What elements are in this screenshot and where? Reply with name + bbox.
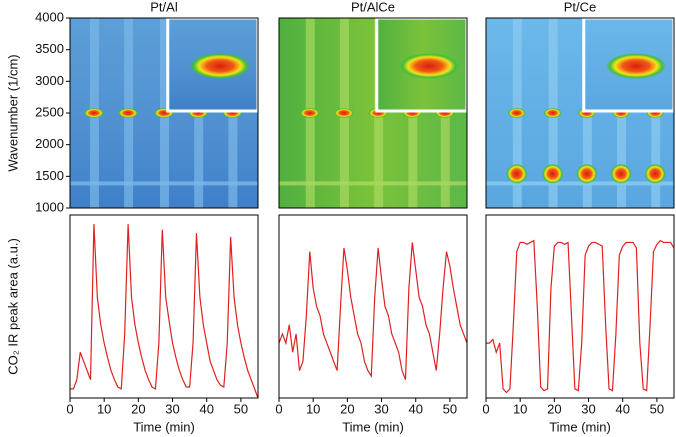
heatmap-peak bbox=[83, 108, 104, 118]
x-tick-label: 20 bbox=[340, 401, 354, 416]
y-tick-label: 3000 bbox=[35, 73, 64, 88]
y-axis-label: Wavenumber (1/cm) bbox=[5, 54, 20, 171]
x-tick-label: 30 bbox=[374, 401, 388, 416]
y-tick-label: 1500 bbox=[35, 168, 64, 183]
x-axis-label: Time (min) bbox=[133, 419, 195, 434]
plot-frame bbox=[69, 17, 259, 209]
x-tick-label: 0 bbox=[66, 401, 73, 416]
x-tick-label: 0 bbox=[275, 401, 282, 416]
x-tick-label: 40 bbox=[408, 401, 422, 416]
heatmap-band bbox=[70, 181, 258, 186]
y-tick-label: 2000 bbox=[35, 136, 64, 151]
y-tick-label: 4000 bbox=[35, 9, 64, 24]
y-axis-label: CO₂ IR peak area (a.u.) bbox=[5, 238, 20, 375]
x-tick-label: 10 bbox=[97, 401, 111, 416]
x-tick-label: 10 bbox=[513, 401, 527, 416]
heatmap-peak bbox=[333, 108, 354, 118]
data-line bbox=[278, 242, 468, 380]
plot-frame bbox=[485, 17, 675, 209]
heatmap-peak bbox=[644, 163, 666, 184]
plot-frame bbox=[485, 214, 675, 399]
x-tick-label: 10 bbox=[306, 401, 320, 416]
y-tick-label: 2500 bbox=[35, 104, 64, 119]
x-tick-label: 20 bbox=[547, 401, 561, 416]
heatmap-band bbox=[279, 181, 467, 186]
x-tick-label: 40 bbox=[199, 401, 213, 416]
y-tick-label: 1000 bbox=[35, 199, 64, 214]
x-tick-label: 0 bbox=[482, 401, 489, 416]
heatmap-peak bbox=[542, 163, 564, 184]
panel-title: Pt/Al bbox=[150, 0, 178, 14]
x-tick-label: 30 bbox=[581, 401, 595, 416]
y-tick-label: 3500 bbox=[35, 41, 64, 56]
inset-peak bbox=[399, 53, 460, 79]
data-line bbox=[486, 239, 675, 394]
x-tick-label: 40 bbox=[615, 401, 629, 416]
plot-frame bbox=[278, 214, 468, 399]
heatmap-peak bbox=[299, 108, 320, 118]
x-tick-label: 50 bbox=[234, 401, 248, 416]
x-tick-label: 50 bbox=[443, 401, 457, 416]
x-tick-label: 50 bbox=[650, 401, 664, 416]
x-tick-label: 20 bbox=[131, 401, 145, 416]
x-tick-label: 30 bbox=[165, 401, 179, 416]
panel-title: Pt/Ce bbox=[564, 0, 597, 14]
plot-frame bbox=[69, 214, 259, 399]
heatmap-peak bbox=[506, 163, 528, 184]
x-axis-label: Time (min) bbox=[549, 419, 611, 434]
heatmap-peak bbox=[610, 163, 632, 184]
data-line bbox=[70, 224, 259, 399]
heatmap-peak bbox=[118, 108, 139, 118]
inset-peak bbox=[606, 53, 667, 79]
panel-title: Pt/AlCe bbox=[351, 0, 395, 14]
heatmap-peak bbox=[576, 163, 598, 184]
plot-frame bbox=[278, 17, 468, 209]
heatmap-peak bbox=[543, 108, 562, 118]
inset-peak bbox=[190, 53, 251, 79]
heatmap-peak bbox=[507, 108, 526, 118]
x-axis-label: Time (min) bbox=[342, 419, 404, 434]
heatmap-band bbox=[486, 181, 674, 186]
